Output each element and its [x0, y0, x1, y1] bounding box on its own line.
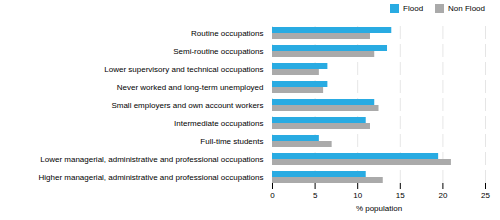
svg-text:Small employers and own accoun: Small employers and own account workers	[111, 101, 263, 110]
svg-text:Routine occupations: Routine occupations	[191, 29, 264, 38]
html-text:Flood: Flood	[403, 3, 424, 13]
svg-text:Full-time students: Full-time students	[200, 137, 263, 146]
svg-text:15: 15	[396, 191, 405, 200]
svg-text:Intermediate occupations: Intermediate occupations	[174, 119, 263, 128]
svg-text:10: 10	[353, 191, 362, 200]
svg-text:Higher managerial, administrat: Higher managerial, administrative and pr…	[38, 173, 263, 182]
svg-text:0: 0	[270, 191, 275, 200]
svg-text:% population: % population	[356, 204, 402, 213]
svg-text:Lower supervisory and technica: Lower supervisory and technical occupati…	[104, 65, 263, 74]
svg-text:20: 20	[438, 191, 447, 200]
svg-text:Lower managerial, administrati: Lower managerial, administrative and pro…	[40, 155, 263, 164]
svg-text:Semi-routine occupations: Semi-routine occupations	[173, 47, 263, 56]
svg-text:Never worked and long-term une: Never worked and long-term unemployed	[117, 83, 264, 92]
svg-text:25: 25	[481, 191, 490, 200]
svg-text:5: 5	[313, 191, 318, 200]
html-text:Non Flood: Non Flood	[448, 3, 485, 13]
